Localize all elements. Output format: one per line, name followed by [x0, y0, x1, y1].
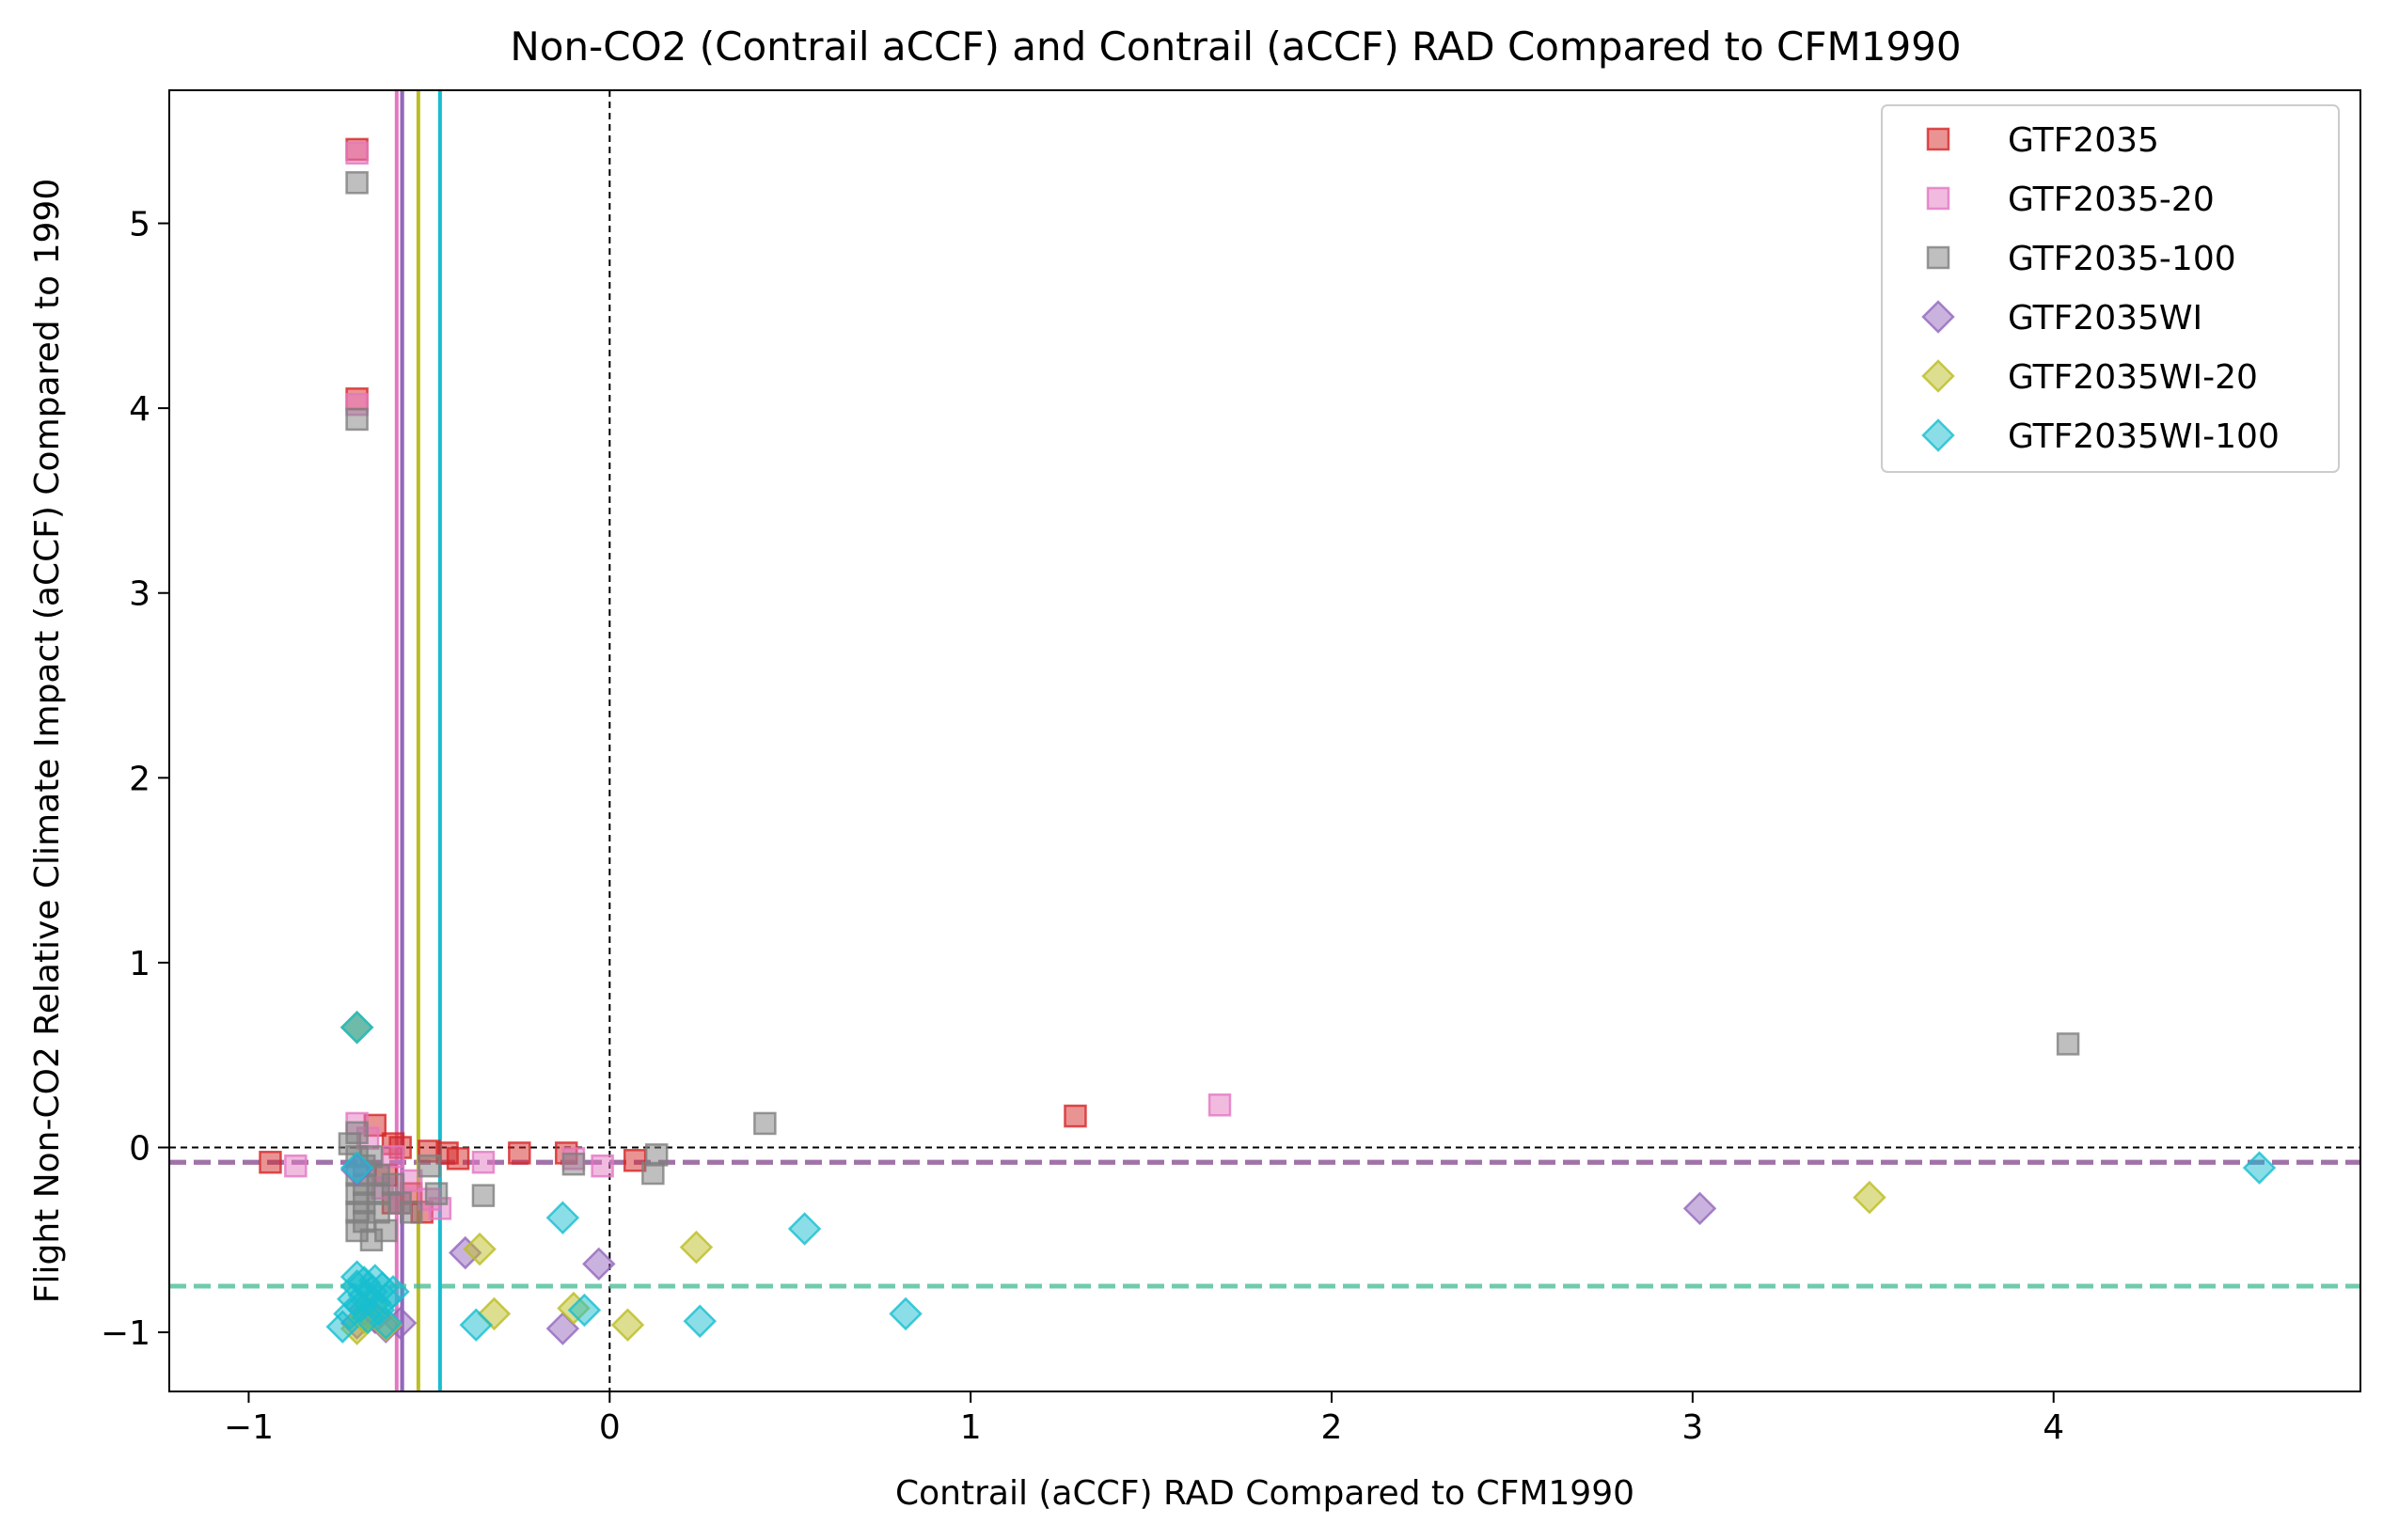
data-point — [459, 1308, 494, 1342]
data-point — [567, 1293, 602, 1328]
y-axis-label: Flight Non-CO2 Relative Climate Impact (… — [28, 179, 67, 1303]
data-point — [683, 1304, 718, 1339]
data-point — [345, 171, 369, 195]
data-point — [1064, 1104, 1087, 1128]
data-point — [582, 1247, 616, 1281]
y-tick-label: 1 — [129, 945, 150, 983]
data-point — [339, 1151, 374, 1185]
data-point — [1207, 1093, 1232, 1117]
x-tick-label: 2 — [1321, 1408, 1343, 1447]
data-point — [376, 1275, 410, 1309]
y-tick-label: 3 — [129, 575, 150, 614]
x-axis-label: Contrail (aCCF) RAD Compared to CFM1990 — [895, 1474, 1634, 1513]
data-point — [418, 1154, 441, 1178]
legend-box — [1881, 104, 2340, 473]
data-point — [399, 1201, 423, 1224]
x-tick-label: −1 — [224, 1408, 274, 1447]
legend-marker — [1921, 300, 1955, 334]
data-point — [1853, 1180, 1886, 1215]
series-6 — [325, 1010, 2277, 1344]
data-point — [339, 1010, 374, 1045]
legend-label: GTF2035WI — [2008, 299, 2202, 338]
data-point — [374, 1218, 398, 1243]
legend-label: GTF2035WI-100 — [2008, 417, 2280, 456]
legend-label: GTF2035-100 — [2008, 240, 2236, 278]
data-point — [259, 1150, 282, 1174]
y-tick-label: 0 — [129, 1130, 150, 1169]
x-tick-label: 4 — [2043, 1408, 2064, 1447]
data-point — [2056, 1032, 2080, 1056]
chart-title: Non-CO2 (Contrail aCCF) and Contrail (aC… — [510, 24, 1961, 70]
plot-area — [169, 90, 2360, 1391]
data-point — [644, 1143, 669, 1167]
plot-frame — [168, 89, 2361, 1392]
data-point — [369, 1306, 403, 1341]
data-point — [545, 1201, 580, 1234]
data-point — [889, 1296, 923, 1331]
legend: GTF2035 GTF2035-20 GTF2035-100 GTF2035WI GTF… — [1881, 104, 2340, 473]
y-tick-label: −1 — [101, 1314, 150, 1353]
data-point — [591, 1154, 614, 1178]
legend-marker — [1926, 127, 1950, 151]
data-point — [561, 1152, 586, 1176]
data-point — [471, 1184, 496, 1207]
data-point — [679, 1230, 714, 1265]
data-point — [345, 407, 369, 432]
legend-marker — [1926, 186, 1950, 211]
data-point — [787, 1212, 822, 1246]
data-point — [424, 1182, 449, 1205]
legend-marker — [1926, 245, 1950, 270]
data-point — [610, 1308, 645, 1342]
x-tick-label: 3 — [1681, 1408, 1703, 1447]
y-tick-label: 5 — [129, 206, 150, 244]
data-point — [471, 1150, 496, 1174]
axes: −1 0 1 2 3 4 −1 0 1 2 3 4 5 — [101, 206, 2064, 1447]
data-point — [508, 1141, 531, 1165]
legend-marker — [1921, 359, 1955, 393]
data-point — [284, 1154, 308, 1178]
legend-label: GTF2035-20 — [2008, 181, 2215, 219]
legend-label: GTF2035WI-20 — [2008, 358, 2258, 397]
data-point — [2242, 1151, 2277, 1185]
legend-label: GTF2035 — [2008, 121, 2159, 160]
data-point — [345, 141, 369, 165]
x-tick-label: 1 — [960, 1408, 982, 1447]
y-tick-label: 4 — [129, 390, 150, 429]
y-tick-label: 2 — [129, 760, 150, 798]
data-point — [1682, 1191, 1717, 1226]
x-tick-label: 0 — [599, 1408, 621, 1447]
data-point — [753, 1111, 777, 1136]
legend-marker — [1921, 418, 1955, 452]
data-point — [463, 1232, 497, 1266]
data-point — [446, 1147, 470, 1171]
data-point — [345, 1121, 369, 1145]
